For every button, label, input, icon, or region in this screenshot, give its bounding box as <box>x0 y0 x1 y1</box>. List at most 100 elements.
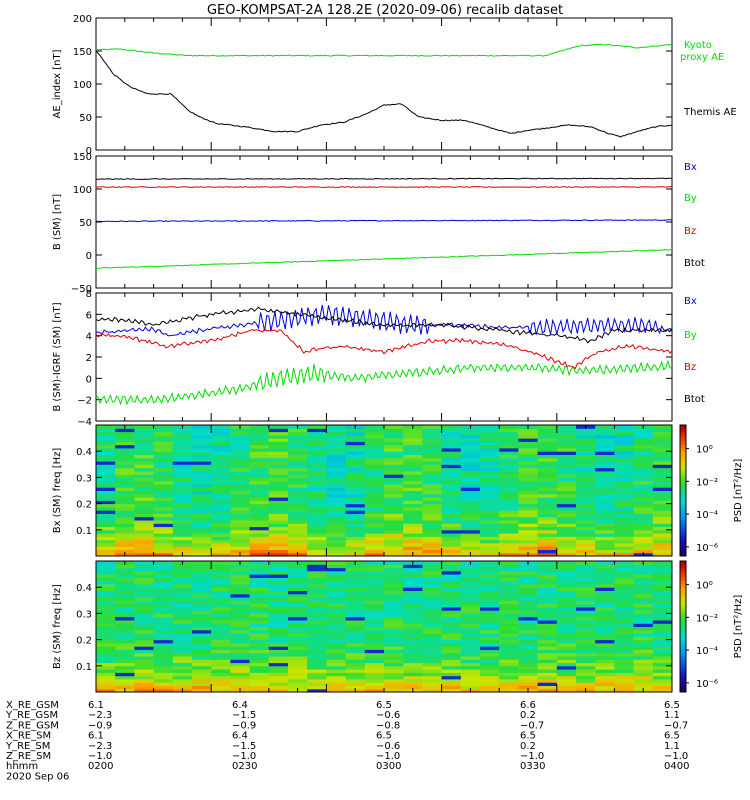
heatmap-cell <box>115 480 135 485</box>
y-tick-label: 150 <box>73 47 92 58</box>
heatmap-cell <box>652 672 673 677</box>
heatmap-cell <box>288 444 308 449</box>
heatmap-cell <box>364 620 385 624</box>
heatmap-cell <box>192 626 212 631</box>
heatmap-cell <box>633 490 654 495</box>
colorbar-segment <box>680 480 686 485</box>
heatmap-cell <box>518 461 539 465</box>
heatmap-cell <box>364 564 385 569</box>
heatmap-cell <box>345 477 366 482</box>
heatmap-cell <box>345 649 366 654</box>
heatmap-cell <box>556 529 577 534</box>
heatmap-cell <box>268 639 289 644</box>
heatmap-cell <box>288 672 308 677</box>
heatmap-cell <box>288 656 308 660</box>
heatmap-cell <box>288 434 308 439</box>
heatmap-cell <box>192 646 212 650</box>
heatmap-cell <box>595 688 615 693</box>
heatmap-cell <box>172 500 193 505</box>
heatmap-cell <box>249 546 270 550</box>
colorbar-segment <box>680 665 686 670</box>
heatmap-cell <box>230 623 251 627</box>
heatmap-cell <box>652 593 673 598</box>
heatmap-cell <box>595 500 615 505</box>
colorbar-segment <box>680 672 686 677</box>
heatmap-cell <box>172 546 193 550</box>
heatmap-cell <box>364 688 385 693</box>
heatmap-cell <box>192 610 212 614</box>
colorbar-segment <box>680 613 686 618</box>
heatmap-cell <box>134 636 155 641</box>
heatmap-cell <box>537 549 558 554</box>
heatmap-cell <box>115 649 135 654</box>
heatmap-cell <box>288 600 308 605</box>
heatmap-cell <box>403 464 423 469</box>
heatmap-cell <box>134 675 155 680</box>
heatmap-cell <box>288 636 308 641</box>
heatmap-cell <box>422 425 443 429</box>
heatmap-cell <box>422 431 443 436</box>
heatmap-cell <box>633 639 654 644</box>
heatmap-cell <box>652 633 673 637</box>
heatmap-cell <box>115 441 135 446</box>
heatmap-cell <box>652 497 673 501</box>
heatmap-cell <box>288 587 308 591</box>
heatmap-cell <box>326 549 347 554</box>
legend-label: Themis AE <box>683 107 737 118</box>
heatmap-cell <box>480 490 500 495</box>
heatmap-cell <box>192 506 212 511</box>
heatmap-cell <box>652 649 673 654</box>
heatmap-cell <box>268 441 289 446</box>
heatmap-cell <box>249 665 270 670</box>
colorbar-segment <box>680 510 686 514</box>
heatmap-cell <box>268 577 289 582</box>
heatmap-cell <box>441 513 462 518</box>
heatmap-cell <box>441 629 462 634</box>
heatmap-cell <box>614 546 635 550</box>
heatmap-cell <box>172 672 193 677</box>
heatmap-cell <box>537 490 558 495</box>
heatmap-cell <box>192 574 212 578</box>
heatmap-cell <box>480 506 500 511</box>
heatmap-cell <box>460 570 481 575</box>
colorbar-tick-label: 10⁻⁶ <box>696 543 718 554</box>
heatmap-cell <box>115 564 135 569</box>
heatmap-cell <box>192 510 212 514</box>
heatmap-cell <box>230 620 251 624</box>
heatmap-cell <box>595 513 615 518</box>
heatmap-cell <box>384 688 404 693</box>
heatmap-cell <box>460 438 481 442</box>
heatmap-cell <box>556 593 577 598</box>
heatmap-cell <box>192 685 212 690</box>
heatmap-cell <box>211 546 231 550</box>
heatmap-cell <box>326 633 347 637</box>
heatmap-cell <box>403 438 423 442</box>
heatmap-cell <box>364 431 385 436</box>
heatmap-cell <box>307 600 327 605</box>
heatmap-cell <box>652 685 673 690</box>
heatmap-cell <box>172 490 193 495</box>
heatmap-cell <box>172 474 193 478</box>
heatmap-cell <box>499 656 519 660</box>
heatmap-cell <box>268 620 289 624</box>
heatmap-cell <box>537 656 558 660</box>
heatmap-cell <box>480 574 500 578</box>
heatmap-cell <box>556 546 577 550</box>
heatmap-cell <box>403 567 423 572</box>
heatmap-cell <box>364 577 385 582</box>
heatmap-cell <box>211 529 231 534</box>
heatmap-cell <box>172 626 193 631</box>
heatmap-cell <box>153 603 174 608</box>
colorbar-segment <box>680 682 686 686</box>
heatmap-cell <box>192 636 212 641</box>
heatmap-cell <box>556 457 577 462</box>
colorbar-segment <box>680 642 686 647</box>
heatmap-cell <box>614 428 635 433</box>
heatmap-cell <box>115 529 135 534</box>
heatmap-cell <box>345 583 366 588</box>
heatmap-cell <box>460 587 481 591</box>
heatmap-cell <box>288 642 308 647</box>
colorbar-segment <box>680 626 686 631</box>
heatmap-cell <box>422 574 443 578</box>
heatmap-cell <box>172 438 193 442</box>
